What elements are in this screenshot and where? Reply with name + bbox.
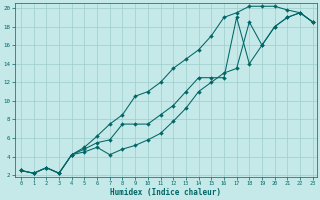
X-axis label: Humidex (Indice chaleur): Humidex (Indice chaleur) xyxy=(110,188,221,197)
